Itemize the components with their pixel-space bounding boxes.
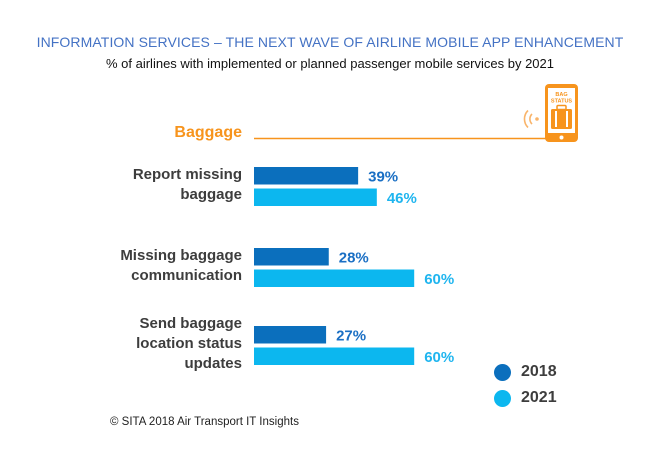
legend-label-2021: 2021 [521, 389, 557, 406]
svg-text:STATUS: STATUS [551, 99, 573, 105]
legend-swatch-2021 [494, 389, 511, 407]
category-label-line: Report missing [132, 166, 242, 183]
data-label-2018-0: 39% [368, 168, 398, 185]
data-label-2021-2: 60% [424, 349, 454, 366]
legend-swatch-2018 [494, 363, 511, 381]
chart-title: INFORMATION SERVICES – THE NEXT WAVE OF … [36, 34, 624, 50]
legend-item-2018: 2018 [494, 362, 557, 382]
category-label-line: baggage [180, 186, 242, 203]
bar-2021-1 [254, 269, 415, 287]
bar-2018-1 [254, 248, 329, 266]
data-label-2018-1: 28% [339, 249, 369, 266]
bar-2018-0 [254, 167, 359, 185]
source-credit: © SITA 2018 Air Transport IT Insights [110, 416, 299, 428]
category-label-line: updates [184, 355, 242, 372]
data-label-2018-2: 27% [336, 327, 366, 344]
bag-status-phone-icon: BAG STATUS [545, 84, 578, 142]
bars-group: 39% 28% 27% 46% 60% 60% [254, 167, 454, 366]
legend-label-2018: 2018 [521, 363, 557, 380]
category-label-line: location status [136, 335, 242, 352]
category-label-line: Missing baggage [120, 247, 242, 264]
data-label-2021-0: 46% [387, 190, 417, 207]
category-label: Send baggage location status updates [90, 314, 242, 374]
svg-text:BAG: BAG [555, 92, 567, 98]
bar-2018-2 [254, 326, 327, 344]
category-label: Missing baggage communication [90, 246, 242, 286]
bar-2021-2 [254, 347, 415, 365]
section-label-baggage: Baggage [174, 124, 242, 141]
legend-item-2021: 2021 [494, 388, 557, 408]
bar-2021-0 [254, 188, 377, 206]
chart-subtitle: % of airlines with implemented or planne… [105, 56, 555, 71]
category-label-line: Send baggage [139, 315, 242, 332]
wifi-signal-icon [523, 109, 539, 129]
category-label: Report missing baggage [90, 165, 242, 205]
data-label-2021-1: 60% [424, 271, 454, 288]
category-label-line: communication [131, 267, 242, 284]
